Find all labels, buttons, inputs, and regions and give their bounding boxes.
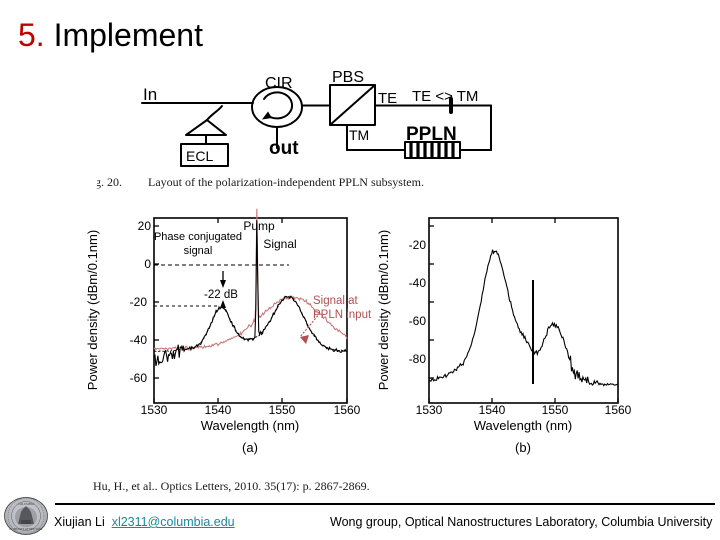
svg-text:-60: -60 bbox=[130, 371, 148, 385]
svg-text:Pump: Pump bbox=[243, 219, 275, 233]
svg-text:(a): (a) bbox=[242, 440, 258, 455]
svg-text:1530: 1530 bbox=[416, 403, 443, 417]
svg-text:1550: 1550 bbox=[542, 403, 569, 417]
svg-text:PPLN input: PPLN input bbox=[313, 309, 372, 321]
svg-text:Power density (dBm/0.1nm): Power density (dBm/0.1nm) bbox=[376, 230, 391, 390]
svg-text:-80: -80 bbox=[409, 352, 427, 366]
svg-text:(b): (b) bbox=[515, 440, 531, 455]
svg-text:1560: 1560 bbox=[334, 403, 361, 417]
svg-text:1540: 1540 bbox=[479, 403, 506, 417]
svg-text:Phase conjugated: Phase conjugated bbox=[154, 231, 242, 243]
svg-text:signal: signal bbox=[184, 245, 213, 257]
svg-text:Wavelength (nm): Wavelength (nm) bbox=[201, 418, 300, 433]
svg-text:Power density (dBm/0.1nm): Power density (dBm/0.1nm) bbox=[85, 230, 100, 390]
svg-text:1550: 1550 bbox=[269, 403, 296, 417]
svg-text:-40: -40 bbox=[409, 276, 427, 290]
svg-text:Signal: Signal bbox=[263, 237, 296, 251]
svg-text:1530: 1530 bbox=[141, 403, 168, 417]
svg-text:-40: -40 bbox=[130, 333, 148, 347]
svg-text:1540: 1540 bbox=[205, 403, 232, 417]
svg-text:0: 0 bbox=[144, 257, 151, 271]
svg-text:-60: -60 bbox=[409, 314, 427, 328]
svg-text:-20: -20 bbox=[130, 295, 148, 309]
svg-text:Wavelength (nm): Wavelength (nm) bbox=[474, 418, 573, 433]
svg-text:Signal at: Signal at bbox=[313, 295, 359, 307]
svg-text:-20: -20 bbox=[409, 238, 427, 252]
svg-text:1560: 1560 bbox=[605, 403, 632, 417]
svg-text:-22 dB: -22 dB bbox=[204, 289, 238, 301]
svg-text:20: 20 bbox=[138, 219, 152, 233]
